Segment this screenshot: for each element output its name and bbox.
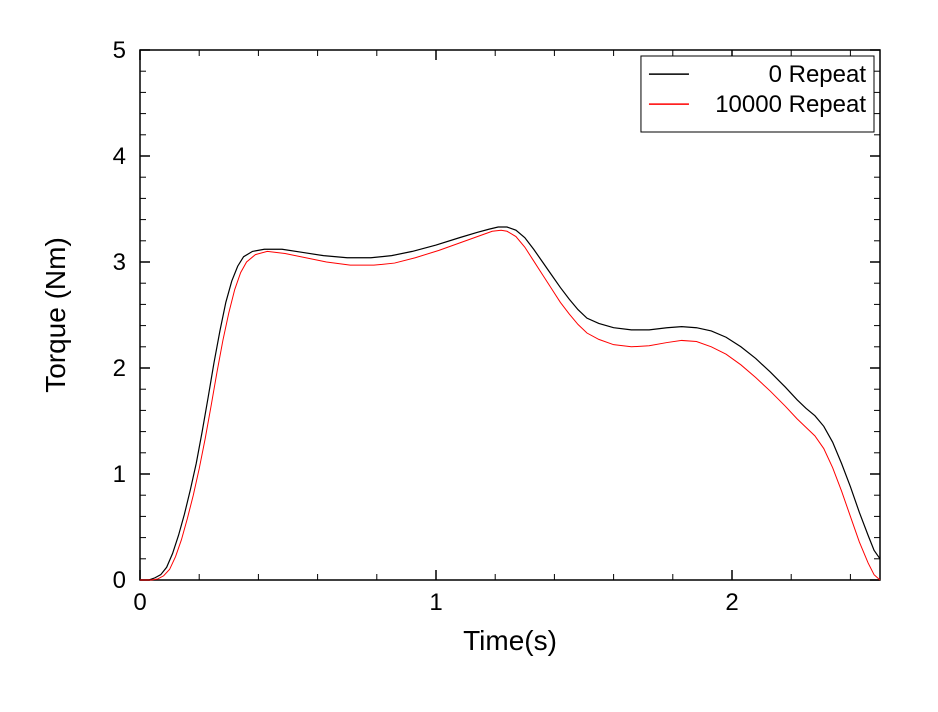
svg-text:0: 0 bbox=[113, 567, 126, 594]
legend-label: 10000 Repeat bbox=[715, 91, 866, 118]
svg-text:5: 5 bbox=[113, 37, 126, 64]
torque-time-chart: 0 1 2 0 1 2 3 4 5 Time(s) Torque (Nm) 0 Repeat 10000… bbox=[0, 0, 938, 712]
svg-text:1: 1 bbox=[429, 589, 442, 616]
svg-text:1: 1 bbox=[113, 461, 126, 488]
svg-text:0: 0 bbox=[133, 589, 146, 616]
svg-text:4: 4 bbox=[113, 143, 126, 170]
svg-text:Torque (Nm): Torque (Nm) bbox=[40, 237, 71, 393]
svg-text:3: 3 bbox=[113, 249, 126, 276]
chart-svg: 0 1 2 0 1 2 3 4 5 Time(s) Torque (Nm) 0 Repeat 10000… bbox=[0, 0, 938, 712]
svg-text:Time(s): Time(s) bbox=[463, 625, 557, 656]
svg-text:2: 2 bbox=[725, 589, 738, 616]
svg-text:2: 2 bbox=[113, 355, 126, 382]
legend-label: 0 Repeat bbox=[769, 61, 867, 88]
